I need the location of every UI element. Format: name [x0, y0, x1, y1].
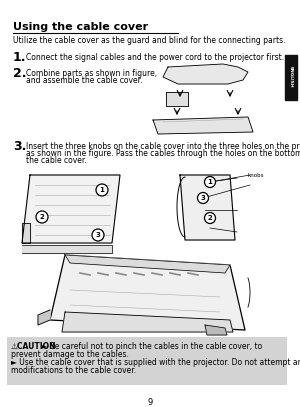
Circle shape — [205, 212, 215, 223]
Text: 3: 3 — [96, 232, 100, 238]
Text: modifications to the cable cover.: modifications to the cable cover. — [11, 366, 136, 375]
Polygon shape — [62, 312, 233, 332]
Text: and assemble the cable cover.: and assemble the cable cover. — [26, 76, 142, 85]
Text: Insert the three knobs on the cable cover into the three holes on the projector: Insert the three knobs on the cable cove… — [26, 142, 300, 151]
Polygon shape — [38, 310, 50, 325]
Bar — [285, 55, 297, 100]
Text: 1: 1 — [208, 179, 212, 185]
Circle shape — [92, 229, 104, 241]
Polygon shape — [50, 255, 245, 330]
Polygon shape — [22, 245, 112, 253]
Text: 9: 9 — [147, 398, 153, 407]
Text: 2: 2 — [40, 214, 44, 220]
Text: ⚠CAUTION: ⚠CAUTION — [11, 342, 57, 351]
Polygon shape — [22, 223, 30, 243]
Text: 2: 2 — [208, 215, 212, 221]
Polygon shape — [166, 92, 188, 106]
Text: ► Be careful not to pinch the cables in the cable cover, to: ► Be careful not to pinch the cables in … — [39, 342, 262, 351]
Text: as shown in the figure. Pass the cables through the holes on the bottom of: as shown in the figure. Pass the cables … — [26, 149, 300, 158]
Circle shape — [96, 184, 108, 196]
Polygon shape — [205, 325, 227, 335]
Text: Utilize the cable cover as the guard and blind for the connecting parts.: Utilize the cable cover as the guard and… — [13, 36, 286, 45]
Circle shape — [36, 211, 48, 223]
Text: 3.: 3. — [13, 140, 26, 153]
Polygon shape — [65, 255, 230, 273]
Text: 1.: 1. — [13, 51, 26, 64]
Text: prevent damage to the cables.: prevent damage to the cables. — [11, 350, 129, 359]
Text: 3: 3 — [201, 195, 206, 201]
Text: knobs: knobs — [247, 173, 263, 178]
Polygon shape — [153, 117, 253, 134]
Bar — [7, 337, 287, 385]
Text: Using the cable cover: Using the cable cover — [13, 22, 148, 32]
Text: ENGLISH: ENGLISH — [289, 66, 293, 88]
Text: ► Use the cable cover that is supplied with the projector. Do not attempt any: ► Use the cable cover that is supplied w… — [11, 358, 300, 367]
Circle shape — [205, 177, 215, 188]
Text: Combine parts as shown in figure,: Combine parts as shown in figure, — [26, 69, 157, 78]
Polygon shape — [22, 175, 120, 243]
Circle shape — [197, 193, 208, 204]
Polygon shape — [163, 64, 248, 84]
Text: Connect the signal cables and the power cord to the projector first.: Connect the signal cables and the power … — [26, 53, 284, 62]
Text: 2.: 2. — [13, 67, 26, 80]
Text: 1: 1 — [100, 187, 104, 193]
Text: the cable cover.: the cable cover. — [26, 156, 87, 165]
Polygon shape — [180, 175, 235, 240]
